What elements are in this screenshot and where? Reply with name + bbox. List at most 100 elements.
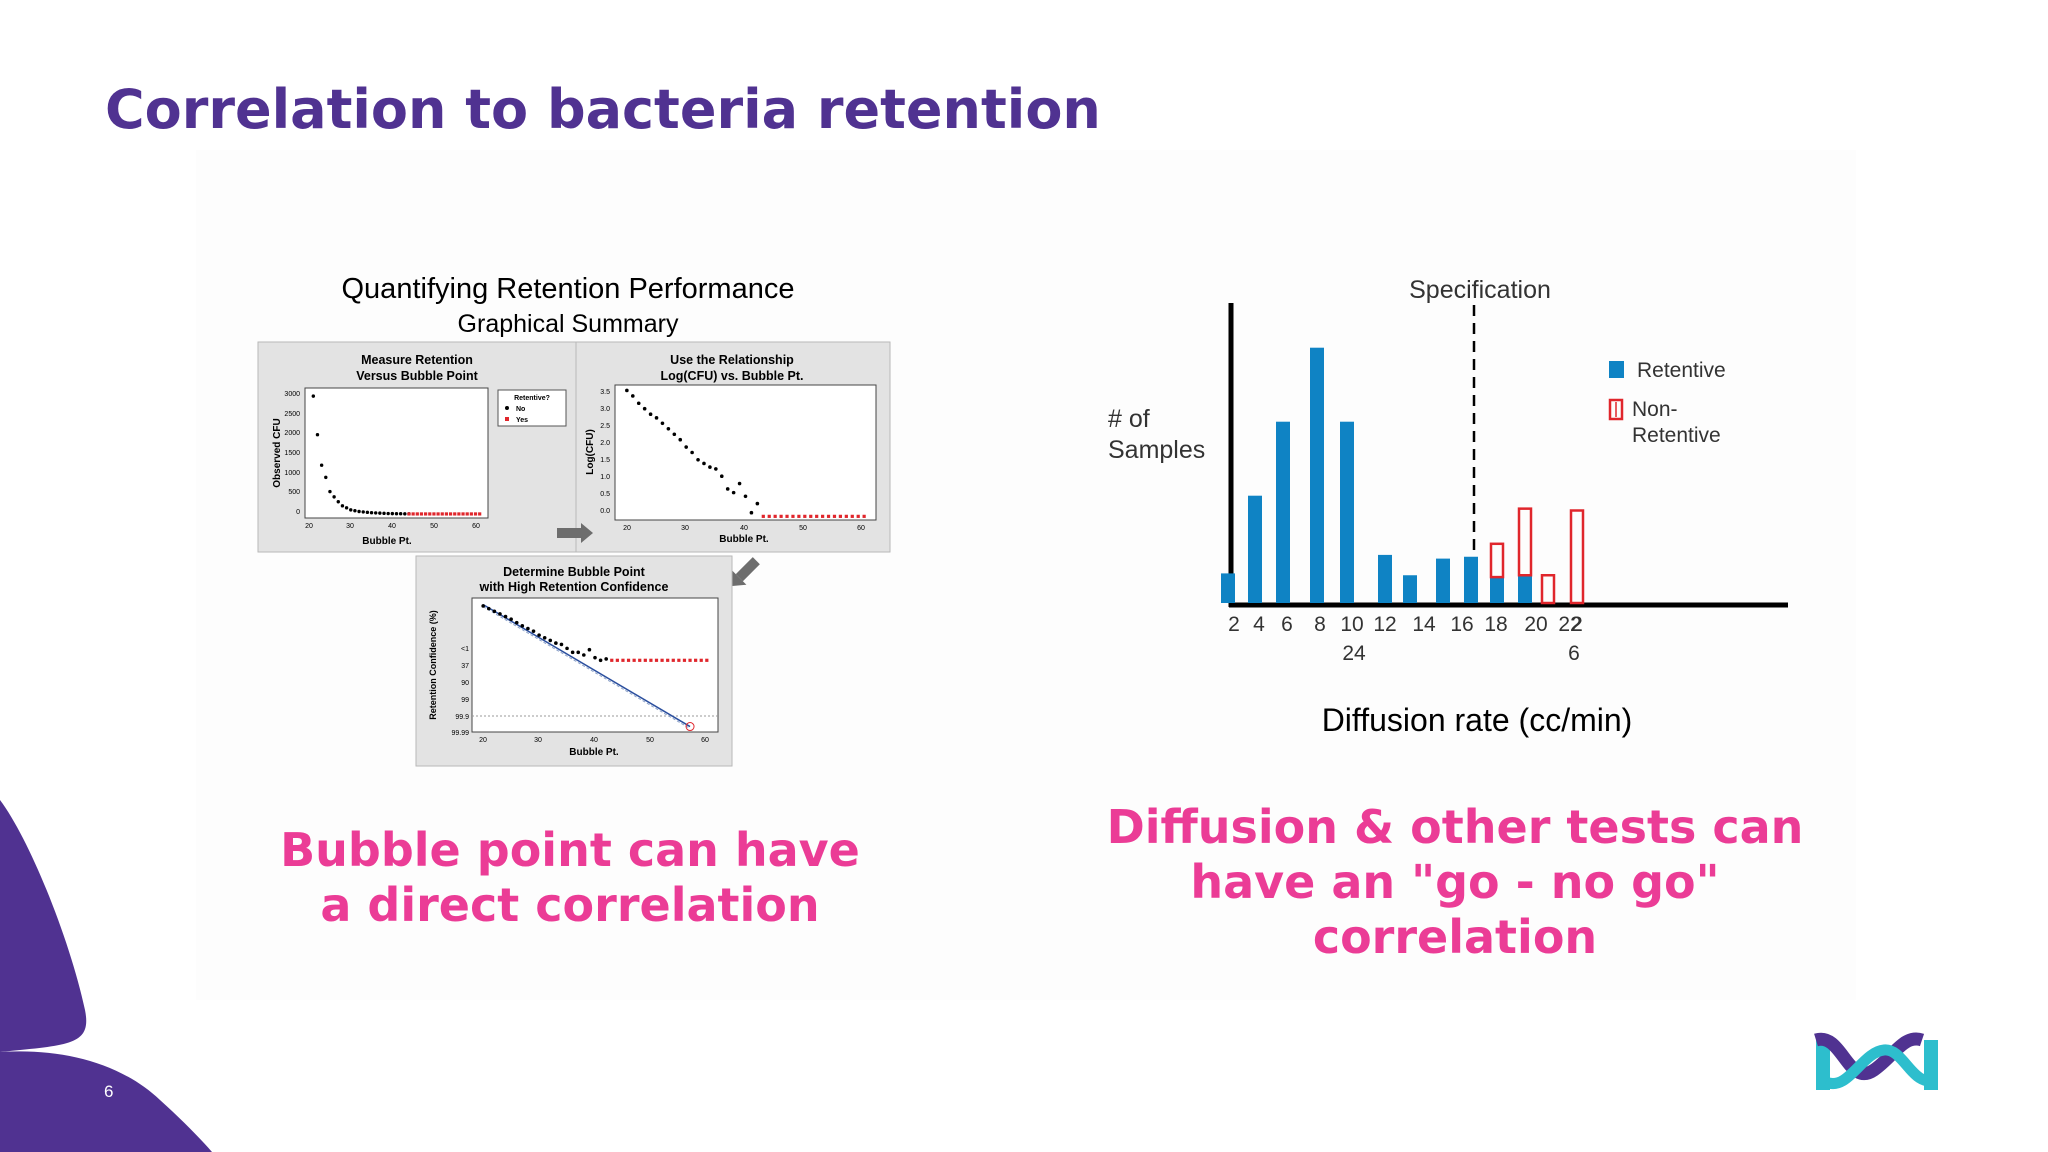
chart1-legend-title: Retentive? xyxy=(514,395,550,402)
chart1-ytick: 3000 xyxy=(284,391,300,398)
chart3-plot-area xyxy=(471,597,719,733)
data-point xyxy=(531,629,536,633)
bar-non-retentive xyxy=(1569,509,1585,605)
data-point xyxy=(390,511,395,516)
data-point xyxy=(526,626,530,631)
data-point xyxy=(486,606,491,611)
bar-retentive xyxy=(1490,577,1504,603)
x-tick-label: 22 xyxy=(1558,613,1581,636)
data-point xyxy=(838,514,843,518)
data-point xyxy=(719,474,724,479)
chart3-ytick: 99 xyxy=(461,697,469,704)
bar-non-retentive xyxy=(1517,507,1533,577)
y-axis-label-line2: Samples xyxy=(1108,436,1205,464)
chart3-ytick: <1 xyxy=(461,646,469,653)
data-point xyxy=(340,504,345,508)
x-tick-label: 18 xyxy=(1484,613,1507,636)
data-point xyxy=(737,481,742,486)
x-tick-label: 20 xyxy=(1524,613,1547,636)
data-point xyxy=(690,450,694,455)
data-point xyxy=(361,510,365,514)
chart2-ylabel: Log(CFU) xyxy=(585,429,596,475)
data-point xyxy=(615,658,619,662)
chart3-title-line2: with High Retention Confidence xyxy=(479,580,669,594)
data-point xyxy=(773,514,777,518)
legend-label-retentive: Retentive xyxy=(1637,359,1726,382)
x-tick-label: 6 xyxy=(1281,613,1293,636)
data-point xyxy=(632,658,636,662)
data-point xyxy=(407,512,411,516)
chart1-ytick: 1500 xyxy=(284,450,300,457)
data-point xyxy=(677,658,681,662)
chart1-legend-yes: Yes xyxy=(516,417,528,424)
data-point xyxy=(465,512,469,516)
fit-line xyxy=(482,604,691,728)
y-axis-label: # of Samples xyxy=(1108,405,1205,464)
data-point xyxy=(815,514,819,518)
data-point xyxy=(365,510,370,515)
x-tick-label: 6 xyxy=(1568,642,1580,665)
data-point xyxy=(743,494,748,499)
data-point xyxy=(699,658,703,662)
data-point xyxy=(643,658,647,662)
data-point xyxy=(587,647,592,652)
data-point xyxy=(332,495,336,499)
chart3-ytick: 90 xyxy=(461,680,469,687)
data-point xyxy=(791,514,795,518)
data-point xyxy=(398,512,403,516)
chart3-ytick: 99.99 xyxy=(451,730,469,737)
data-point xyxy=(469,512,473,516)
data-point xyxy=(344,506,349,510)
data-point xyxy=(542,635,547,640)
chart2-title-line1: Use the Relationship xyxy=(670,353,794,367)
data-point xyxy=(311,394,316,398)
data-point xyxy=(666,658,670,662)
diffusion-rate-bar-chart: Specification # of Samples 2 4 6 8 10 12 14 16 1… xyxy=(1108,276,1788,738)
chart1-xtick: 20 xyxy=(305,523,313,530)
chart2-xlabel: Bubble Pt. xyxy=(719,534,769,545)
figure-subtitle: Graphical Summary xyxy=(458,310,679,338)
chart1-ytick: 2500 xyxy=(284,411,300,418)
data-point xyxy=(630,394,635,398)
data-point xyxy=(844,514,848,518)
chart3-xlabel: Bubble Pt. xyxy=(569,747,619,758)
data-point xyxy=(636,401,641,406)
data-point xyxy=(461,512,465,516)
chart2-xtick: 20 xyxy=(623,525,631,532)
retention-graphical-summary: Quantifying Retention Performance Graphi… xyxy=(257,273,891,767)
data-point xyxy=(821,514,825,518)
data-point xyxy=(576,650,581,655)
data-point xyxy=(324,475,328,480)
data-point xyxy=(498,612,502,616)
data-point xyxy=(328,489,332,494)
chart1-xtick: 50 xyxy=(430,523,438,530)
data-point xyxy=(671,658,675,662)
chart3-xtick: 30 xyxy=(534,737,542,744)
chart1-ytick: 2000 xyxy=(284,430,300,437)
chart2-points xyxy=(625,388,866,518)
data-point xyxy=(386,511,390,516)
data-point xyxy=(382,511,386,516)
data-point xyxy=(767,514,771,518)
merck-logo xyxy=(1814,1032,1938,1090)
bar-retentive xyxy=(1436,558,1450,603)
data-point xyxy=(428,512,432,516)
chart2-ytick: 3.5 xyxy=(600,389,610,396)
data-point xyxy=(666,426,671,431)
data-point xyxy=(694,658,698,662)
data-point xyxy=(648,412,653,416)
chart1-xtick: 40 xyxy=(388,523,396,530)
chart1-ytick: 0 xyxy=(296,509,300,516)
data-point xyxy=(353,508,357,513)
confidence-band xyxy=(482,606,691,729)
arrow-right-icon xyxy=(557,523,593,543)
data-point xyxy=(432,512,436,516)
bar-retentive xyxy=(1310,347,1324,603)
chart2-xtick: 30 xyxy=(681,525,689,532)
data-point xyxy=(702,461,706,466)
data-point xyxy=(826,514,831,518)
chart3-xtick: 40 xyxy=(590,737,598,744)
data-point xyxy=(654,658,659,662)
chart3-xtick: 50 xyxy=(646,737,654,744)
